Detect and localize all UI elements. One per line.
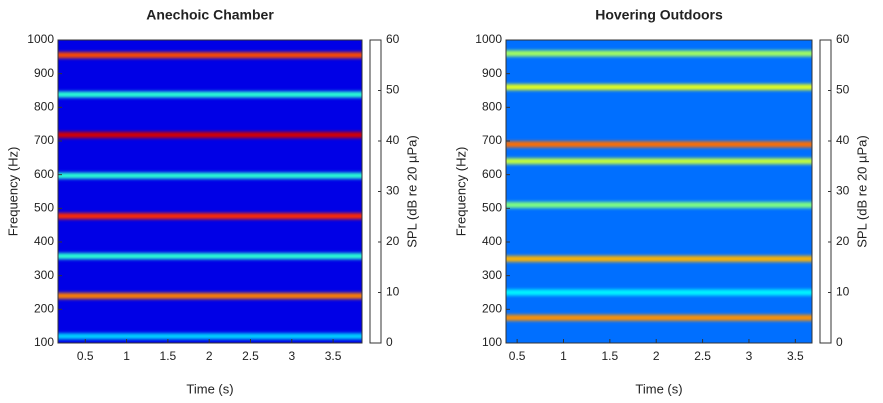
band	[506, 289, 812, 296]
background	[58, 40, 362, 343]
y-axis-label: Frequency (Hz)	[5, 147, 20, 237]
y-tick-label: 100	[34, 335, 54, 349]
x-tick-label: 1.5	[602, 349, 619, 363]
x-tick-label: 0.5	[77, 349, 94, 363]
colorbar-tick-label: 40	[386, 133, 400, 147]
colorbar-tick-label: 50	[386, 83, 400, 97]
x-tick-label: 2.5	[694, 349, 711, 363]
x-tick-label: 3	[746, 349, 753, 363]
y-axis-label: Frequency (Hz)	[453, 147, 468, 237]
x-tick-label: 2	[653, 349, 660, 363]
x-axis-label: Time (s)	[186, 381, 233, 396]
band	[506, 158, 812, 165]
colorbar-label: SPL (dB re 20 µPa)	[404, 135, 419, 248]
band	[506, 84, 812, 91]
x-tick-label: 2	[206, 349, 213, 363]
x-tick-label: 0.5	[509, 349, 526, 363]
colorbar-tick-label: 50	[836, 83, 850, 97]
y-tick-label: 300	[34, 268, 54, 282]
colorbar-tick-label: 10	[386, 285, 400, 299]
plot-area	[506, 40, 812, 343]
x-tick-label: 3.5	[787, 349, 804, 363]
y-tick-label: 800	[34, 100, 54, 114]
band	[58, 131, 362, 138]
y-tick-label: 700	[482, 133, 502, 147]
y-tick-label: 1000	[475, 32, 502, 46]
y-tick-label: 500	[34, 201, 54, 215]
x-tick-label: 3.5	[325, 349, 342, 363]
y-tick-label: 900	[34, 66, 54, 80]
colorbar-tick-label: 20	[386, 234, 400, 248]
colorbar-tick-label: 30	[836, 184, 850, 198]
y-tick-label: 700	[34, 133, 54, 147]
chart-title: Anechoic Chamber	[146, 7, 274, 23]
y-tick-label: 800	[482, 100, 502, 114]
x-tick-label: 2.5	[242, 349, 259, 363]
y-tick-label: 200	[34, 302, 54, 316]
plot-frame	[57, 39, 363, 344]
band	[58, 333, 362, 340]
chart-title: Hovering Outdoors	[595, 7, 723, 23]
colorbar-tick-label: 0	[386, 335, 393, 349]
colorbar-tick-label: 60	[836, 32, 850, 46]
colorbar-tick-label: 20	[836, 234, 850, 248]
plot-frame	[505, 39, 813, 344]
band	[506, 314, 812, 321]
x-axis-label: Time (s)	[635, 381, 682, 396]
y-tick-label: 600	[482, 167, 502, 181]
colorbar-tick-label: 40	[836, 133, 850, 147]
band	[58, 91, 362, 98]
band	[506, 141, 812, 148]
y-tick-label: 100	[482, 335, 502, 349]
band	[58, 172, 362, 179]
colorbar-label: SPL (dB re 20 µPa)	[854, 135, 869, 248]
y-tick-label: 500	[482, 201, 502, 215]
y-tick-label: 200	[482, 302, 502, 316]
y-tick-label: 1000	[27, 32, 54, 46]
band	[506, 201, 812, 208]
colorbar-tick-label: 10	[836, 285, 850, 299]
band	[506, 50, 812, 57]
plot-area	[58, 40, 362, 343]
band	[58, 52, 362, 59]
band	[506, 255, 812, 262]
colorbar-tick-label: 0	[836, 335, 843, 349]
x-tick-label: 1	[123, 349, 130, 363]
x-tick-label: 3	[288, 349, 295, 363]
colorbar-tick-label: 30	[386, 184, 400, 198]
band	[58, 253, 362, 260]
band	[58, 213, 362, 220]
y-tick-label: 900	[482, 66, 502, 80]
y-tick-label: 400	[34, 234, 54, 248]
y-tick-label: 300	[482, 268, 502, 282]
x-tick-label: 1.5	[160, 349, 177, 363]
y-tick-label: 600	[34, 167, 54, 181]
y-tick-label: 400	[482, 234, 502, 248]
band	[58, 292, 362, 299]
colorbar-tick-label: 60	[386, 32, 400, 46]
x-tick-label: 1	[560, 349, 567, 363]
